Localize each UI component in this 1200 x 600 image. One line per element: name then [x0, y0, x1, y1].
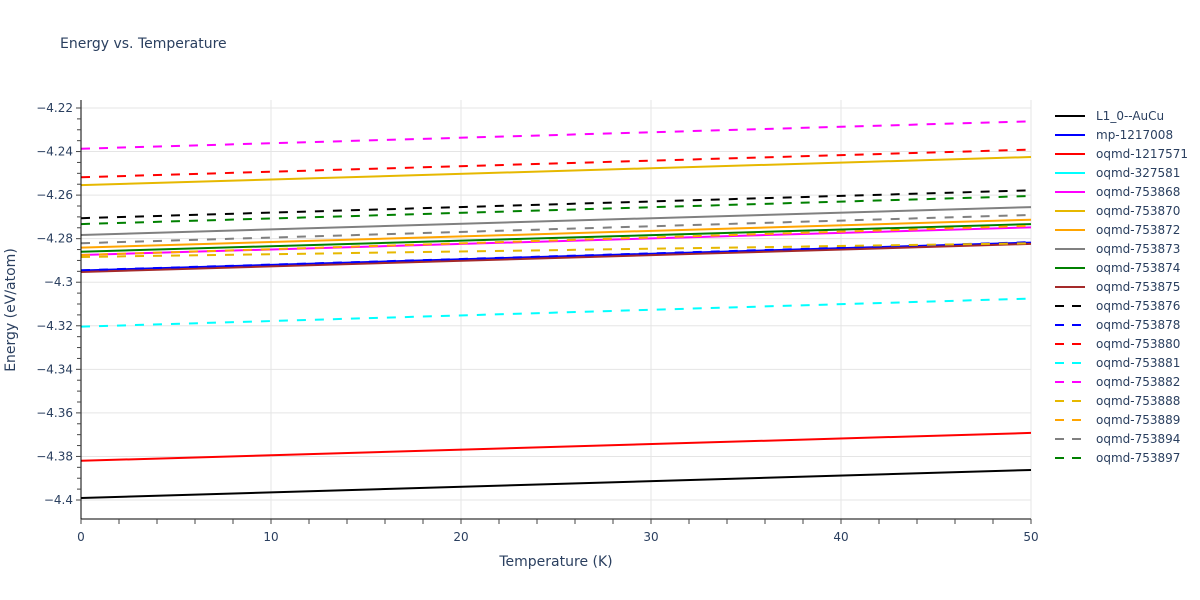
- legend-swatch-icon: [1055, 171, 1085, 174]
- legend-swatch-icon: [1055, 304, 1085, 307]
- legend-label: L1_0--AuCu: [1096, 108, 1165, 123]
- legend-swatch-icon: [1055, 437, 1085, 440]
- y-tick-label: −4.32: [36, 319, 73, 333]
- legend-item-oqmd-753872[interactable]: oqmd-753872: [1050, 220, 1188, 239]
- legend-swatch-icon: [1055, 285, 1085, 288]
- legend-label: oqmd-753870: [1096, 203, 1181, 218]
- legend-swatch-icon: [1055, 266, 1085, 269]
- legend-label: oqmd-753897: [1096, 450, 1181, 465]
- legend-swatch-icon: [1055, 456, 1085, 459]
- legend-item-oqmd-753889[interactable]: oqmd-753889: [1050, 410, 1188, 429]
- x-tick-label: 40: [833, 530, 848, 544]
- legend-label: oqmd-753868: [1096, 184, 1181, 199]
- series-line-oqmd-753897[interactable]: [80, 194, 1032, 226]
- legend-item-oqmd-753894[interactable]: oqmd-753894: [1050, 429, 1188, 448]
- legend-label: oqmd-753881: [1096, 355, 1181, 370]
- legend-swatch-icon: [1055, 342, 1085, 345]
- chart-legend: L1_0--AuCu mp-1217008 oqmd-1217571 oqmd-327…: [1050, 106, 1188, 467]
- y-tick-label: −4.34: [36, 362, 73, 376]
- legend-swatch-icon: [1055, 190, 1085, 193]
- y-axis-label: Energy (eV/atom): [3, 248, 19, 372]
- legend-label: oqmd-753873: [1096, 241, 1181, 256]
- legend-item-oqmd-753874[interactable]: oqmd-753874: [1050, 258, 1188, 277]
- x-tick-label: 20: [453, 530, 468, 544]
- legend-item-oqmd-753868[interactable]: oqmd-753868: [1050, 182, 1188, 201]
- y-tick-label: −4.24: [36, 145, 73, 159]
- x-tick-label: 10: [263, 530, 278, 544]
- legend-item-oqmd-753876[interactable]: oqmd-753876: [1050, 296, 1188, 315]
- legend-swatch-icon: [1055, 133, 1085, 136]
- series-line-oqmd-753894[interactable]: [80, 213, 1032, 245]
- series-line-oqmd-753875[interactable]: [80, 242, 1032, 273]
- y-tick-label: −4.38: [36, 449, 73, 463]
- legend-label: oqmd-753894: [1096, 431, 1181, 446]
- legend-label: oqmd-753880: [1096, 336, 1181, 351]
- legend-label: mp-1217008: [1096, 127, 1174, 142]
- legend-label: oqmd-753889: [1096, 412, 1181, 427]
- legend-item-L1_0--AuCu[interactable]: L1_0--AuCu: [1050, 106, 1188, 125]
- y-tick-label: −4.28: [36, 232, 73, 246]
- legend-swatch-icon: [1055, 399, 1085, 402]
- series-line-oqmd-753882[interactable]: [80, 120, 1032, 150]
- legend-swatch-icon: [1055, 361, 1085, 364]
- legend-label: oqmd-753875: [1096, 279, 1181, 294]
- legend-item-oqmd-753878[interactable]: oqmd-753878: [1050, 315, 1188, 334]
- x-axis-label: Temperature (K): [499, 554, 613, 570]
- legend-label: oqmd-753874: [1096, 260, 1181, 275]
- legend-swatch-icon: [1055, 209, 1085, 212]
- series-line-oqmd-753889[interactable]: [80, 224, 1032, 256]
- y-tick-label: −4.36: [36, 406, 73, 420]
- legend-label: oqmd-753888: [1096, 393, 1181, 408]
- legend-item-mp-1217008[interactable]: mp-1217008: [1050, 125, 1188, 144]
- x-tick-label: 0: [77, 530, 85, 544]
- legend-label: oqmd-1217571: [1096, 146, 1189, 161]
- y-tick-label: −4.26: [36, 188, 73, 202]
- legend-swatch-icon: [1055, 380, 1085, 383]
- series-line-oqmd-753888[interactable]: [80, 242, 1032, 258]
- series-line-oqmd-753872[interactable]: [80, 218, 1032, 249]
- series-line-oqmd-753870[interactable]: [80, 156, 1032, 187]
- legend-item-oqmd-753873[interactable]: oqmd-753873: [1050, 239, 1188, 258]
- legend-item-oqmd-1217571[interactable]: oqmd-1217571: [1050, 144, 1188, 163]
- legend-item-oqmd-753870[interactable]: oqmd-753870: [1050, 201, 1188, 220]
- legend-swatch-icon: [1055, 247, 1085, 250]
- legend-swatch-icon: [1055, 323, 1085, 326]
- series-line-oqmd-753880[interactable]: [80, 148, 1032, 179]
- series-line-oqmd-753874[interactable]: [80, 223, 1032, 253]
- legend-item-oqmd-753880[interactable]: oqmd-753880: [1050, 334, 1188, 353]
- legend-label: oqmd-753876: [1096, 298, 1181, 313]
- x-tick-label: 50: [1023, 530, 1038, 544]
- legend-swatch-icon: [1055, 228, 1085, 231]
- legend-label: oqmd-753882: [1096, 374, 1181, 389]
- series-line-oqmd-753881[interactable]: [80, 297, 1032, 328]
- legend-item-oqmd-753897[interactable]: oqmd-753897: [1050, 448, 1188, 467]
- legend-item-oqmd-327581[interactable]: oqmd-327581: [1050, 163, 1188, 182]
- y-tick-label: −4.4: [44, 493, 73, 507]
- legend-swatch-icon: [1055, 418, 1085, 421]
- legend-swatch-icon: [1055, 152, 1085, 155]
- y-tick-label: −4.22: [36, 101, 73, 115]
- series-line-oqmd-753876[interactable]: [80, 189, 1032, 220]
- legend-label: oqmd-753872: [1096, 222, 1181, 237]
- legend-item-oqmd-753882[interactable]: oqmd-753882: [1050, 372, 1188, 391]
- legend-item-oqmd-753881[interactable]: oqmd-753881: [1050, 353, 1188, 372]
- chart-title: Energy vs. Temperature: [60, 36, 227, 52]
- series-line-L1_0--AuCu[interactable]: [80, 468, 1032, 500]
- legend-swatch-icon: [1055, 114, 1085, 117]
- series-line-oqmd-753873[interactable]: [80, 206, 1032, 236]
- legend-item-oqmd-753888[interactable]: oqmd-753888: [1050, 391, 1188, 410]
- series-line-oqmd-753878[interactable]: [80, 241, 1032, 272]
- x-tick-label: 30: [643, 530, 658, 544]
- y-tick-label: −4.3: [44, 275, 73, 289]
- legend-label: oqmd-753878: [1096, 317, 1181, 332]
- legend-label: oqmd-327581: [1096, 165, 1181, 180]
- legend-item-oqmd-753875[interactable]: oqmd-753875: [1050, 277, 1188, 296]
- series-line-oqmd-1217571[interactable]: [80, 431, 1032, 462]
